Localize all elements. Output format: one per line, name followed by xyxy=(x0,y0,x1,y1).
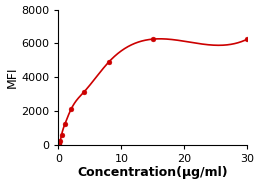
Y-axis label: MFI: MFI xyxy=(5,66,18,88)
X-axis label: Concentration(μg/ml): Concentration(μg/ml) xyxy=(78,166,228,179)
